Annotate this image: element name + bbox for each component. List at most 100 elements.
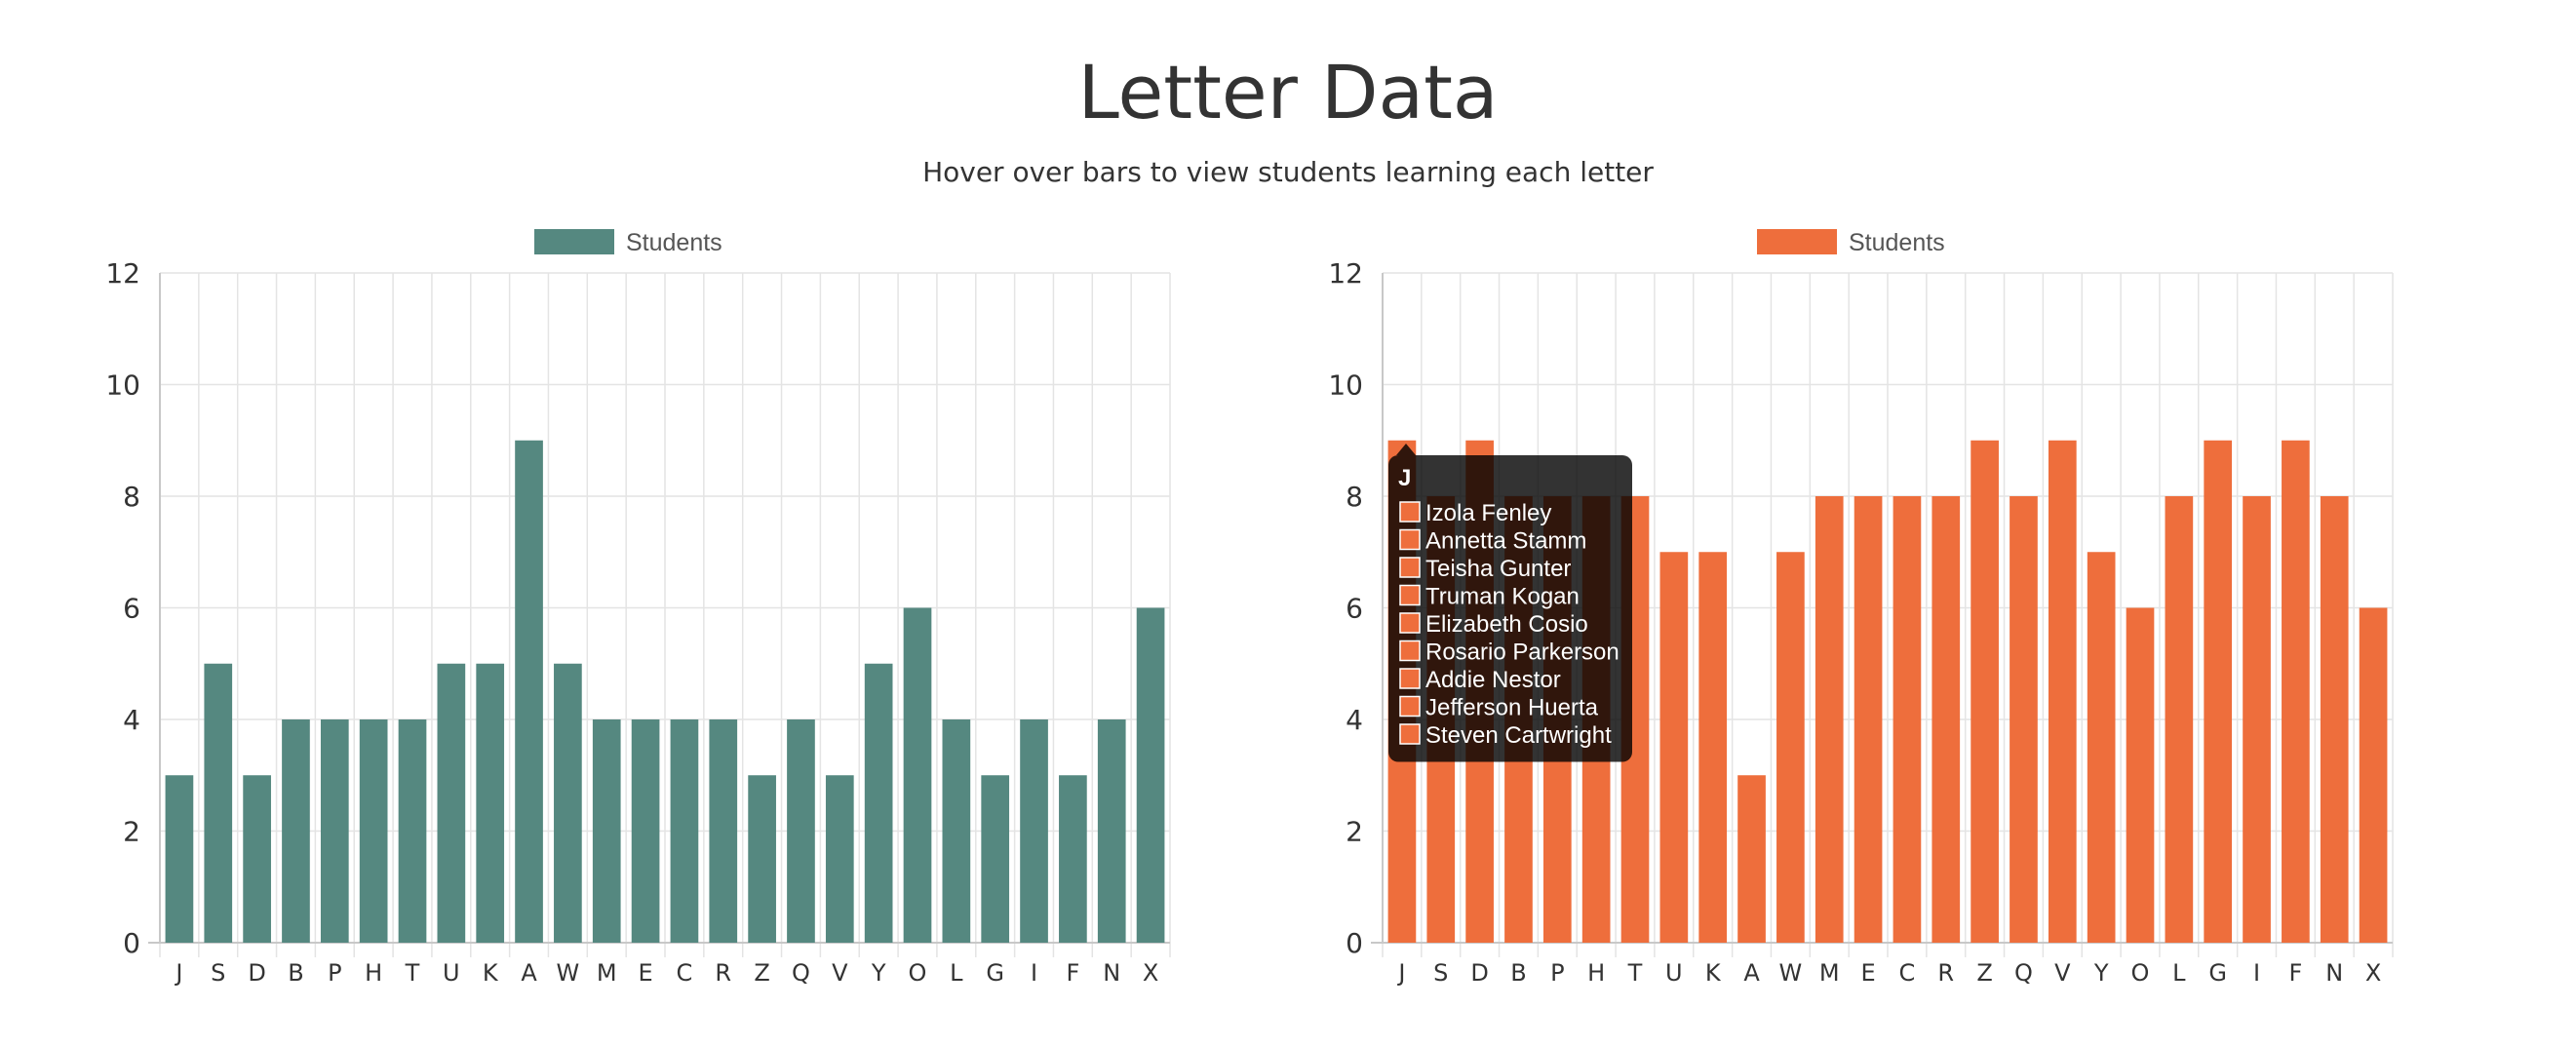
bar-V[interactable] bbox=[825, 775, 854, 943]
bar-E[interactable] bbox=[631, 719, 660, 943]
tooltip-caret bbox=[1396, 444, 1416, 455]
tooltip-swatch bbox=[1399, 501, 1421, 523]
x-tick-label: O bbox=[909, 959, 927, 987]
bar-J[interactable] bbox=[165, 775, 194, 943]
tooltip-swatch bbox=[1399, 695, 1421, 717]
x-tick-label: G bbox=[986, 959, 1004, 987]
bar-O[interactable] bbox=[903, 607, 932, 944]
bar-I[interactable] bbox=[1020, 719, 1048, 943]
x-tick-label: R bbox=[1937, 959, 1954, 987]
bar-E[interactable] bbox=[1854, 496, 1883, 943]
x-tick-label: N bbox=[2325, 959, 2343, 987]
bar-C[interactable] bbox=[670, 719, 699, 943]
bar-Y[interactable] bbox=[2087, 552, 2116, 943]
bar-W[interactable] bbox=[554, 663, 582, 943]
x-tick-label: K bbox=[1705, 959, 1722, 987]
x-tick-label: Z bbox=[754, 959, 769, 987]
x-tick-label: R bbox=[715, 959, 731, 987]
tooltip-swatch bbox=[1399, 528, 1421, 551]
x-tick-label: F bbox=[1066, 959, 1079, 987]
bar-H[interactable] bbox=[359, 719, 388, 943]
chart-1: Students 0 2 4 6 8 10 12 J S D B P H T U K A W M E C R Z Q V Y O L G I… bbox=[105, 229, 1171, 987]
x-tick-label: E bbox=[1860, 959, 1875, 987]
legend[interactable]: Students bbox=[1757, 229, 1945, 256]
bar-X[interactable] bbox=[1136, 607, 1165, 944]
x-tick-label: B bbox=[288, 959, 303, 987]
bar-L[interactable] bbox=[942, 719, 971, 943]
bar-C[interactable] bbox=[1893, 496, 1922, 943]
x-tick-label: D bbox=[1470, 959, 1488, 987]
x-tick-label: G bbox=[2208, 959, 2227, 987]
bar-G[interactable] bbox=[981, 775, 1010, 943]
bar-U[interactable] bbox=[437, 663, 466, 943]
bar-F[interactable] bbox=[1059, 775, 1087, 943]
x-tick-label: K bbox=[483, 959, 499, 987]
x-tick-label: C bbox=[677, 959, 693, 987]
y-tick-label: 8 bbox=[1346, 481, 1363, 513]
bar-A[interactable] bbox=[515, 440, 543, 943]
bar-M[interactable] bbox=[1815, 496, 1844, 943]
bar-T[interactable] bbox=[398, 719, 427, 943]
bar-F[interactable] bbox=[2282, 440, 2310, 943]
bar-U[interactable] bbox=[1659, 552, 1689, 943]
bar-N[interactable] bbox=[2320, 496, 2349, 943]
tooltip-swatch bbox=[1399, 557, 1421, 578]
x-tick-label: M bbox=[597, 959, 617, 987]
bar-P[interactable] bbox=[320, 719, 349, 943]
bar-O[interactable] bbox=[2126, 607, 2155, 944]
bar-B[interactable] bbox=[282, 719, 310, 943]
y-tick-label: 4 bbox=[123, 704, 140, 736]
bar-X[interactable] bbox=[2359, 607, 2388, 944]
x-tick-label: L bbox=[2172, 959, 2186, 987]
x-tick-label: F bbox=[2288, 959, 2302, 987]
x-tick-label: H bbox=[365, 959, 382, 987]
bar-Y[interactable] bbox=[864, 663, 893, 943]
bar-K[interactable] bbox=[476, 663, 505, 943]
x-tick-label: X bbox=[2365, 959, 2381, 987]
x-tick-label: J bbox=[1396, 959, 1405, 987]
bar-A[interactable] bbox=[1737, 775, 1766, 943]
bar-G[interactable] bbox=[2204, 440, 2233, 943]
y-tick-label: 2 bbox=[1346, 816, 1363, 848]
tooltip-swatch bbox=[1399, 723, 1421, 745]
x-tick-label: D bbox=[248, 959, 265, 987]
x-tick-label: L bbox=[950, 959, 963, 987]
bar-K[interactable] bbox=[1698, 552, 1728, 943]
bar-D[interactable] bbox=[243, 775, 271, 943]
y-tick-label: 10 bbox=[1328, 369, 1363, 402]
x-tick-label: T bbox=[1627, 959, 1643, 987]
legend-swatch bbox=[1757, 229, 1837, 254]
x-tick-label: C bbox=[1899, 959, 1916, 987]
y-tick-label: 12 bbox=[1328, 257, 1363, 290]
x-tick-label: A bbox=[521, 959, 537, 987]
bar-L[interactable] bbox=[2165, 496, 2194, 943]
bar-I[interactable] bbox=[2243, 496, 2271, 943]
bar-Z[interactable] bbox=[748, 775, 776, 943]
x-tick-label: W bbox=[1779, 959, 1803, 987]
tooltip-swatch bbox=[1399, 668, 1421, 689]
legend[interactable]: Students bbox=[534, 229, 722, 256]
legend-label: Students bbox=[626, 229, 722, 256]
bar-Q[interactable] bbox=[787, 719, 815, 943]
bar-W[interactable] bbox=[1776, 552, 1805, 943]
bar-Q[interactable] bbox=[2010, 496, 2038, 943]
x-tick-label: V bbox=[832, 959, 848, 987]
x-tick-label: H bbox=[1587, 959, 1605, 987]
page-title: Letter Data bbox=[1077, 49, 1499, 136]
bar-N[interactable] bbox=[1097, 719, 1126, 943]
bar-S[interactable] bbox=[204, 663, 233, 943]
bar-R[interactable] bbox=[1932, 496, 1961, 943]
x-tick-label: E bbox=[638, 959, 652, 987]
tooltip-item: Steven Cartwright bbox=[1425, 722, 1612, 749]
bar-R[interactable] bbox=[709, 719, 738, 943]
bar-M[interactable] bbox=[592, 719, 621, 943]
x-tick-label: J bbox=[174, 959, 182, 987]
bar-V[interactable] bbox=[2048, 440, 2077, 943]
tooltip-item: Truman Kogan bbox=[1425, 584, 1580, 610]
y-tick-label: 6 bbox=[123, 593, 140, 625]
page-subtitle: Hover over bars to view students learnin… bbox=[922, 156, 1654, 188]
bar-Z[interactable] bbox=[1971, 440, 1999, 943]
